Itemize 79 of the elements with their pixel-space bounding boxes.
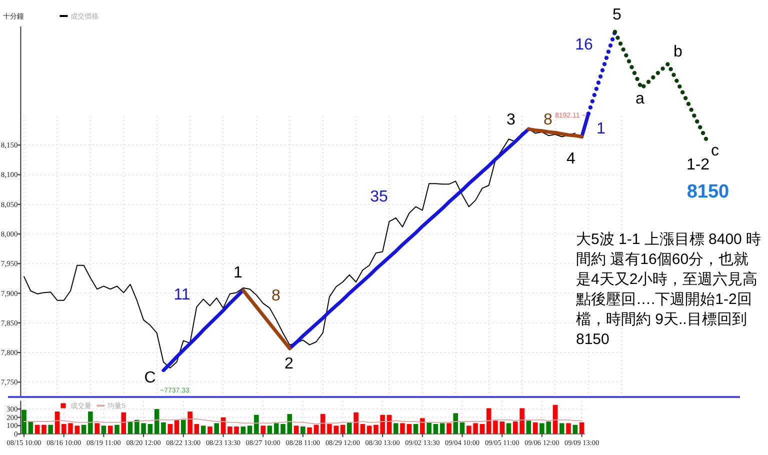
bar bbox=[433, 424, 438, 434]
annotation: c bbox=[711, 142, 719, 160]
annotation: 1 bbox=[596, 120, 606, 138]
bar bbox=[426, 422, 432, 434]
bar bbox=[88, 412, 93, 434]
line-series bbox=[24, 128, 576, 368]
bar bbox=[42, 424, 46, 434]
bar bbox=[94, 423, 100, 434]
bar bbox=[572, 424, 578, 434]
bar bbox=[214, 423, 219, 434]
bar bbox=[114, 424, 120, 434]
bar bbox=[240, 426, 246, 434]
bar bbox=[526, 420, 532, 434]
bar bbox=[366, 426, 372, 434]
bar bbox=[200, 426, 206, 434]
bar bbox=[34, 424, 40, 434]
bar bbox=[208, 426, 212, 434]
bar bbox=[300, 426, 306, 434]
bar bbox=[121, 412, 126, 434]
bar bbox=[22, 410, 26, 434]
annotation: 4 bbox=[566, 150, 576, 168]
bar bbox=[314, 424, 319, 434]
annotation: 8150 bbox=[686, 182, 730, 202]
bar bbox=[174, 420, 180, 434]
bar bbox=[247, 426, 252, 434]
bar bbox=[446, 423, 452, 434]
bar bbox=[161, 422, 166, 434]
annotation: 35 bbox=[370, 188, 388, 206]
bar bbox=[413, 424, 418, 434]
bar bbox=[54, 412, 60, 434]
bar bbox=[307, 427, 312, 434]
annotation: 8 bbox=[272, 288, 281, 304]
bar bbox=[48, 424, 53, 434]
bar bbox=[579, 422, 584, 434]
bar bbox=[532, 422, 538, 434]
annotation: a bbox=[636, 90, 645, 108]
bar bbox=[194, 424, 200, 434]
bar bbox=[260, 426, 266, 434]
bar bbox=[148, 424, 153, 434]
annotation: 8 bbox=[544, 112, 553, 128]
bar bbox=[180, 420, 186, 434]
annotation: b bbox=[674, 44, 683, 60]
bar bbox=[393, 423, 398, 434]
bar bbox=[566, 423, 571, 434]
annotation: 大5波 1-1 上漲目標 8400 時間約 還有16個60分，也就是4天又2小時，至週六見高點後壓回….下週開始1-2回檔，時間約 9天..目標回到 8150 bbox=[576, 230, 762, 350]
bar bbox=[453, 413, 458, 434]
bar bbox=[552, 404, 558, 434]
bar bbox=[440, 423, 445, 434]
bar bbox=[154, 409, 160, 434]
bar bbox=[168, 424, 172, 434]
bar bbox=[486, 408, 492, 434]
text: 5 bbox=[612, 6, 622, 24]
bar bbox=[320, 414, 326, 434]
bar bbox=[559, 423, 564, 434]
annotation: 2 bbox=[284, 356, 294, 372]
bar bbox=[188, 412, 192, 434]
bar bbox=[346, 422, 352, 434]
bar bbox=[254, 414, 259, 434]
bar bbox=[267, 426, 272, 434]
bar bbox=[420, 418, 425, 434]
annotation: C bbox=[144, 370, 156, 386]
bar bbox=[81, 424, 86, 434]
bar bbox=[101, 426, 106, 434]
bar bbox=[108, 426, 113, 434]
annotation: 16 bbox=[575, 36, 593, 54]
bar bbox=[460, 422, 465, 434]
bar bbox=[340, 424, 346, 434]
annotation: 11 bbox=[174, 286, 190, 304]
bar bbox=[128, 422, 133, 434]
bar bbox=[28, 422, 34, 434]
annotation: 3 bbox=[506, 112, 516, 128]
bar bbox=[506, 423, 512, 434]
bar bbox=[294, 426, 299, 434]
bar bbox=[480, 424, 485, 434]
annotation: 1 bbox=[234, 264, 243, 282]
bar bbox=[274, 423, 279, 434]
bar bbox=[360, 424, 366, 434]
annotation: 1-2 bbox=[686, 156, 710, 174]
bar bbox=[354, 412, 358, 434]
